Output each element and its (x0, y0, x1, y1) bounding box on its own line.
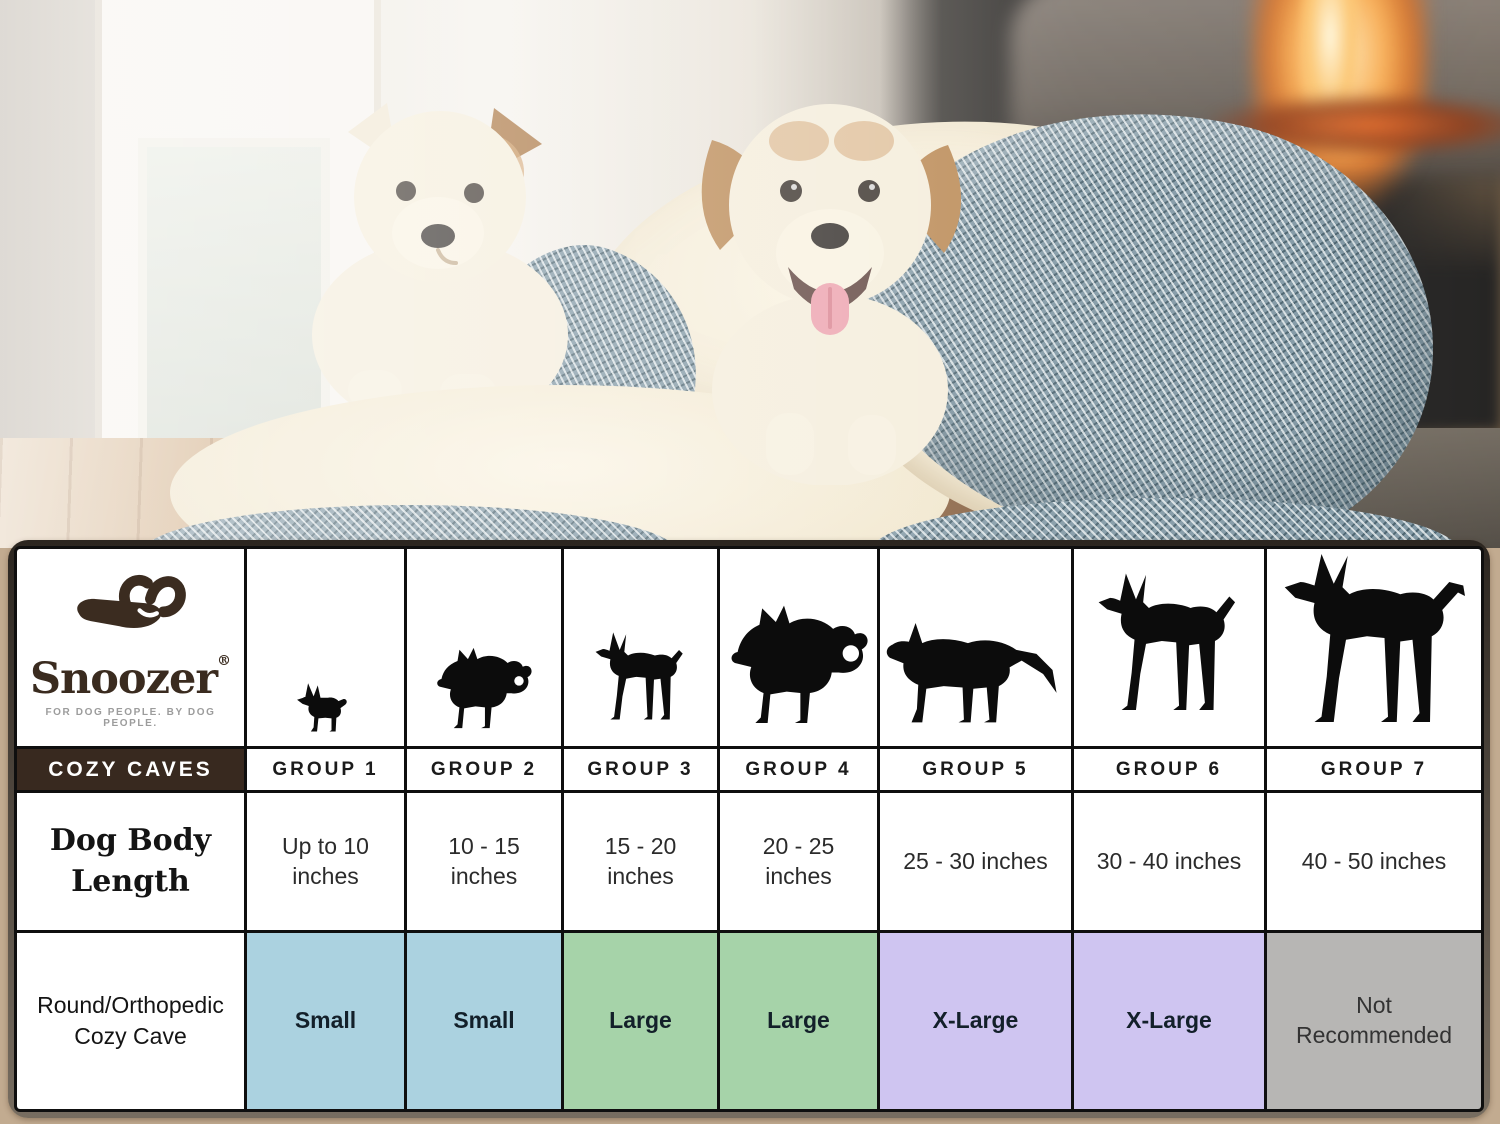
row-header-body-length: Dog Body Length (17, 793, 247, 933)
registered-mark: ® (217, 653, 232, 669)
body-length-group-1: Up to 10 inches (247, 793, 407, 933)
dog-silhouette-shiba-inu (731, 605, 868, 723)
series-label: COZY CAVES (17, 749, 247, 793)
body-length-group-6: 30 - 40 inches (1074, 793, 1267, 933)
sizing-table: Snoozer® FOR DOG PEOPLE. BY DOG PEOPLE. (14, 546, 1484, 1112)
silhouette-cell-group-2 (407, 549, 564, 749)
silhouette-cell-group-4 (720, 549, 880, 749)
snoozer-dog-doodle-icon (76, 574, 186, 629)
group-2-label: GROUP 2 (407, 749, 564, 793)
brand-tagline: FOR DOG PEOPLE. BY DOG PEOPLE. (45, 707, 216, 729)
size-group-7: Not Recommended (1267, 933, 1481, 1109)
size-group-1: Small (247, 933, 407, 1109)
brand-wordmark: Snoozer® (29, 653, 232, 704)
silhouette-cell-group-6 (1074, 549, 1267, 749)
dog-silhouette-great-dane (1284, 554, 1465, 722)
silhouette-cell-group-3 (564, 549, 720, 749)
size-group-3: Large (564, 933, 720, 1109)
sizing-table-frame: Snoozer® FOR DOG PEOPLE. BY DOG PEOPLE. (8, 540, 1490, 1118)
silhouette-cell-group-7 (1267, 549, 1481, 749)
brand-logo: Snoozer® FOR DOG PEOPLE. BY DOG PEOPLE. (17, 549, 247, 749)
body-length-group-5: 25 - 30 inches (880, 793, 1074, 933)
group-4-label: GROUP 4 (720, 749, 880, 793)
dog-silhouette-doberman (1098, 573, 1236, 710)
size-group-2: Small (407, 933, 564, 1109)
dog-silhouette-golden-retriever (886, 623, 1057, 723)
silhouette-cell-group-1 (247, 549, 407, 749)
group-6-label: GROUP 6 (1074, 749, 1267, 793)
body-length-group-3: 15 - 20 inches (564, 793, 720, 933)
dog-left (312, 103, 568, 410)
group-7-label: GROUP 7 (1267, 749, 1481, 793)
body-length-group-2: 10 - 15 inches (407, 793, 564, 933)
group-1-label: GROUP 1 (247, 749, 407, 793)
size-group-6: X-Large (1074, 933, 1267, 1109)
group-5-label: GROUP 5 (880, 749, 1074, 793)
body-length-group-4: 20 - 25 inches (720, 793, 880, 933)
body-length-group-7: 40 - 50 inches (1267, 793, 1481, 933)
size-group-4: Large (720, 933, 880, 1109)
group-3-label: GROUP 3 (564, 749, 720, 793)
dog-right (701, 104, 962, 485)
silhouette-cell-group-5 (880, 549, 1074, 749)
dog-silhouette-pomeranian (437, 647, 532, 729)
hero-photo (0, 0, 1500, 548)
size-group-5: X-Large (880, 933, 1074, 1109)
row-header-product: Round/Orthopedic Cozy Cave (17, 933, 247, 1109)
dog-silhouette-chihuahua (296, 683, 347, 732)
dog-silhouette-boston-terrier (595, 632, 683, 720)
